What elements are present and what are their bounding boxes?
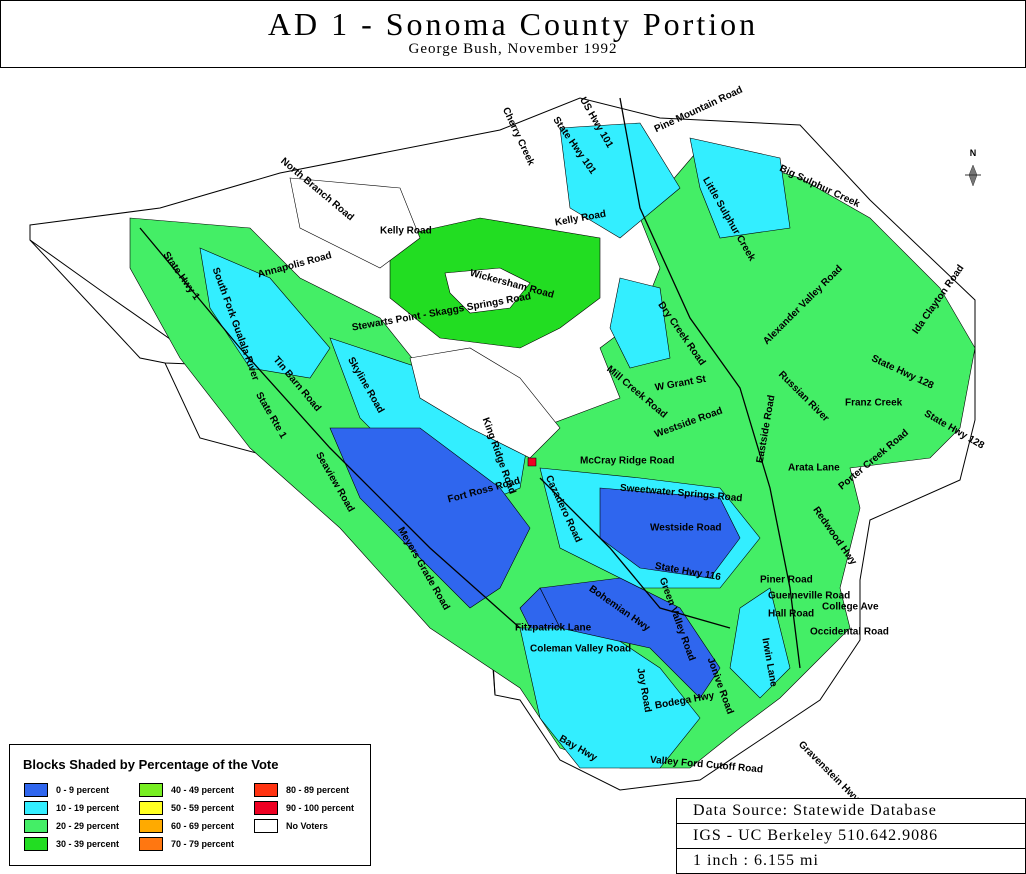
legend-swatch (139, 801, 163, 815)
title: AD 1 - Sonoma County Portion (267, 6, 759, 42)
legend-label: 80 - 89 percent (286, 785, 350, 795)
source-line: Data Source: Statewide Database (677, 799, 1025, 824)
legend-label: 90 - 100 percent (286, 803, 355, 813)
legend-label: 10 - 19 percent (56, 803, 120, 813)
road-label: Gravenstein Hwy (796, 739, 861, 804)
road-label: Occidental Road (810, 627, 889, 638)
source-box: Data Source: Statewide Database IGS - UC … (676, 798, 1026, 874)
legend-item: 0 - 9 percent (24, 783, 109, 797)
north-arrow: N (965, 148, 981, 187)
legend: Blocks Shaded by Percentage of the Vote … (9, 744, 371, 866)
legend-label: 0 - 9 percent (56, 785, 110, 795)
legend-swatch (254, 819, 278, 833)
road-label: Coleman Valley Road (530, 644, 631, 655)
legend-label: 60 - 69 percent (171, 821, 235, 831)
legend-title: Blocks Shaded by Percentage of the Vote (23, 757, 279, 772)
north-label: N (970, 148, 977, 158)
legend-item: 40 - 49 percent (139, 783, 234, 797)
legend-swatch (24, 801, 48, 815)
legend-label: 20 - 29 percent (56, 821, 120, 831)
legend-item: 70 - 79 percent (139, 837, 234, 851)
road-label: Guerneville Road (768, 591, 850, 602)
legend-swatch (24, 783, 48, 797)
road-label: Hall Road (768, 609, 814, 620)
road-label: Kelly Road (380, 226, 432, 237)
legend-swatch (139, 783, 163, 797)
legend-item: 60 - 69 percent (139, 819, 234, 833)
legend-swatch (24, 819, 48, 833)
subtitle: George Bush, November 1992 (408, 41, 618, 57)
road-label: McCray Ridge Road (580, 456, 674, 467)
legend-item: 10 - 19 percent (24, 801, 119, 815)
legend-swatch (139, 819, 163, 833)
road-label: Piner Road (760, 575, 813, 586)
blocks (129, 122, 976, 769)
legend-swatch (24, 837, 48, 851)
road-label: Franz Creek (845, 398, 903, 409)
legend-item: 20 - 29 percent (24, 819, 119, 833)
legend-item: 50 - 59 percent (139, 801, 234, 815)
road-label: Westside Road (650, 523, 722, 534)
source-line: IGS - UC Berkeley 510.642.9086 (677, 824, 1025, 849)
road-label: College Ave (822, 602, 879, 613)
legend-label: 40 - 49 percent (171, 785, 235, 795)
legend-item: 80 - 89 percent (254, 783, 349, 797)
legend-label: 50 - 59 percent (171, 803, 235, 813)
road-label: Arata Lane (788, 463, 840, 474)
legend-item: 30 - 39 percent (24, 837, 119, 851)
header: AD 1 - Sonoma County Portion George Bush… (0, 0, 1026, 68)
legend-label: No Voters (286, 821, 328, 831)
roads (139, 97, 801, 669)
legend-item: No Voters (254, 819, 328, 833)
legend-swatch (254, 801, 278, 815)
legend-swatch (139, 837, 163, 851)
legend-item: 90 - 100 percent (254, 801, 354, 815)
legend-label: 30 - 39 percent (56, 839, 120, 849)
road-label: Fitzpatrick Lane (515, 623, 592, 634)
legend-swatch (254, 783, 278, 797)
source-line: 1 inch : 6.155 mi (693, 852, 819, 869)
legend-label: 70 - 79 percent (171, 839, 235, 849)
